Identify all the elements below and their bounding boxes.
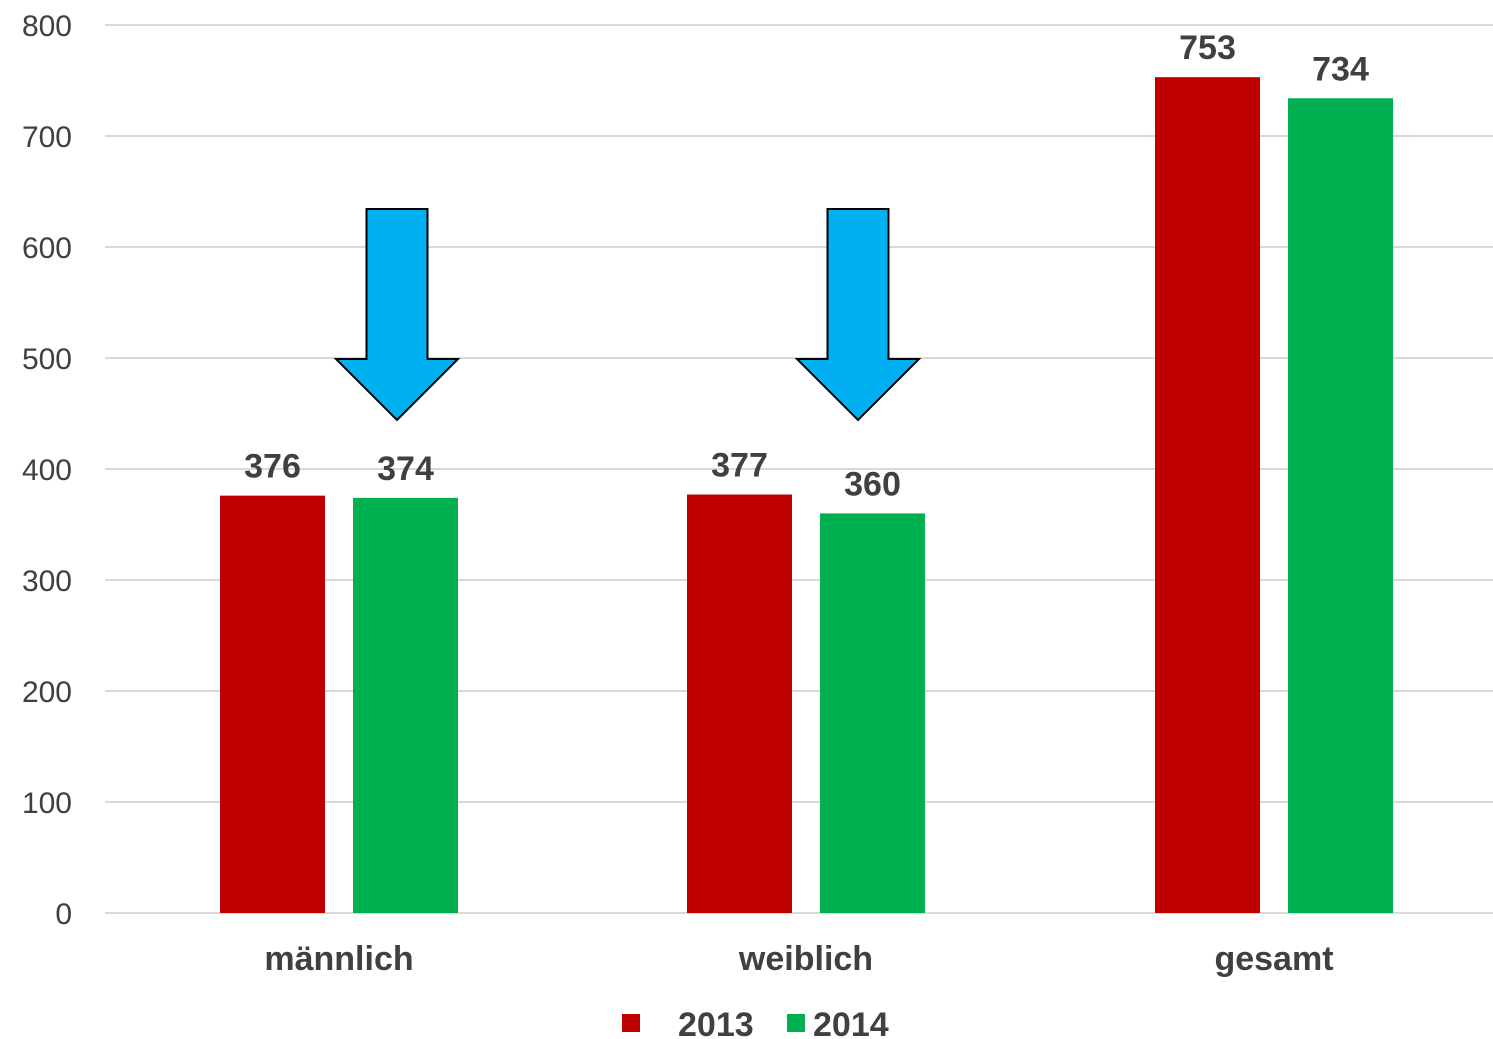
- bar-2013-gesamt: [1155, 77, 1260, 914]
- data-label-2013-männlich: 376: [244, 448, 301, 486]
- y-axis-tick-labels: 0 100 200 300 400 500 600 700 800: [22, 10, 72, 931]
- category-label-männlich: männlich: [264, 940, 413, 978]
- y-tick-label-200: 200: [22, 676, 72, 709]
- down-arrow-icon-weiblich: [794, 208, 922, 422]
- data-label-2014-männlich: 374: [377, 450, 434, 488]
- bar-2013-männlich: [220, 495, 325, 913]
- legend-swatch-2014: [787, 1014, 805, 1032]
- y-tick-label-700: 700: [22, 121, 72, 154]
- data-labels: 376 377 753 374 360 734: [244, 29, 1369, 503]
- x-axis-category-labels: männlich weiblich gesamt: [264, 940, 1333, 978]
- data-label-2013-gesamt: 753: [1179, 29, 1236, 67]
- y-tick-label-800: 800: [22, 10, 72, 43]
- bar-2013-weiblich: [687, 494, 792, 913]
- y-tick-label-100: 100: [22, 787, 72, 820]
- legend: 2013 2014: [622, 1006, 889, 1039]
- bars: [220, 77, 1393, 914]
- y-tick-label-0: 0: [55, 898, 72, 931]
- category-label-weiblich: weiblich: [738, 940, 873, 978]
- bar-2014-männlich: [353, 497, 458, 913]
- y-tick-label-600: 600: [22, 232, 72, 265]
- y-tick-label-500: 500: [22, 343, 72, 376]
- legend-label-2014: 2014: [813, 1006, 889, 1039]
- bar-2014-gesamt: [1288, 98, 1393, 913]
- data-label-2014-gesamt: 734: [1312, 50, 1369, 88]
- bar-2014-weiblich: [820, 513, 925, 913]
- legend-swatch-2013: [622, 1014, 640, 1032]
- down-arrow-icon-männlich: [333, 208, 461, 422]
- legend-label-2013: 2013: [678, 1006, 754, 1039]
- y-tick-label-300: 300: [22, 565, 72, 598]
- category-label-gesamt: gesamt: [1214, 940, 1333, 978]
- data-label-2014-weiblich: 360: [844, 465, 901, 503]
- data-label-2013-weiblich: 377: [711, 447, 768, 485]
- y-tick-label-400: 400: [22, 454, 72, 487]
- arrow-annotations: [333, 208, 922, 422]
